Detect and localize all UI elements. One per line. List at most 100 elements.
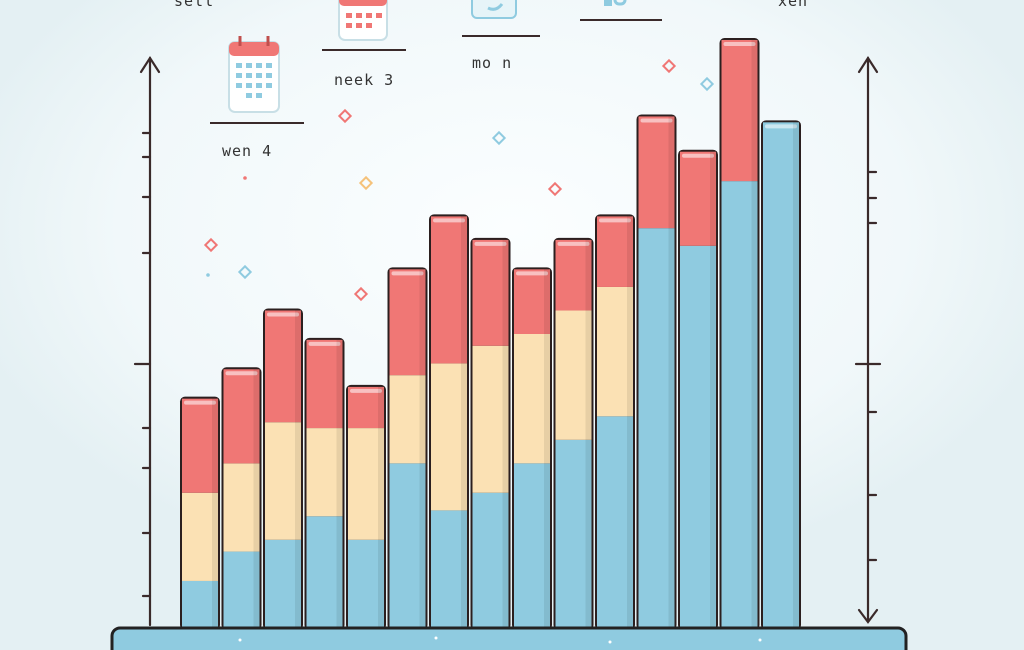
bar-highlight [225, 371, 258, 376]
bar-shade [336, 339, 343, 628]
bar-shade [419, 269, 426, 628]
bar-2-segment-1 [223, 551, 260, 628]
bar-1-segment-1 [182, 580, 218, 628]
bar-3 [263, 308, 303, 630]
bar-highlight [516, 271, 548, 276]
bar-6-segment-3 [389, 269, 426, 376]
bar-highlight [723, 42, 756, 46]
bar-11 [595, 214, 635, 630]
bar-9-segment-3 [514, 269, 550, 334]
bar-5-segment-3 [348, 386, 384, 429]
bar-13 [678, 149, 718, 630]
bar-shade [544, 269, 550, 628]
bar-3-segment-1 [265, 539, 301, 628]
bar-10 [553, 237, 594, 631]
bar-15-segment-1 [763, 122, 799, 628]
bar-7 [429, 214, 469, 630]
bar-2 [221, 367, 262, 630]
bar-8 [470, 237, 511, 631]
annotation-label: xeh [778, 0, 808, 10]
bar-shade [627, 216, 633, 628]
bar-1-segment-2 [182, 492, 218, 581]
bar-highlight [640, 118, 673, 123]
bar-9 [512, 267, 552, 630]
bar-6 [387, 267, 428, 630]
bar-2-segment-2 [223, 463, 260, 552]
annotation-label: wen 4 [222, 142, 272, 160]
bar-12-segment-3 [638, 116, 675, 229]
sparkles [203, 58, 715, 302]
bar-14-segment-3 [721, 40, 758, 182]
bar-highlight [433, 218, 465, 223]
chart-base [110, 626, 908, 650]
bar-highlight [391, 271, 424, 276]
bar-9-segment-2 [514, 334, 550, 464]
calendar-icon [338, 0, 388, 41]
bar-3-segment-2 [265, 422, 301, 540]
bar-6-segment-2 [389, 375, 426, 464]
calendar-icon [228, 36, 280, 113]
bar-shade [751, 40, 758, 628]
bar-3-segment-3 [265, 310, 301, 423]
bar-9-segment-1 [514, 463, 550, 628]
bar-7-segment-1 [431, 510, 467, 628]
bar-shade [212, 398, 218, 628]
bar-7-segment-2 [431, 363, 467, 511]
bar-shade [253, 369, 260, 628]
bar-highlight [682, 153, 714, 158]
y-axis-left [133, 55, 161, 627]
bar-7-segment-3 [431, 216, 467, 364]
bar-2-segment-3 [223, 369, 260, 464]
bar-8-segment-3 [472, 239, 509, 346]
bar-shade [378, 386, 384, 628]
bar-5-segment-2 [348, 428, 384, 540]
bar-4-segment-2 [306, 428, 343, 517]
bar-highlight [308, 341, 341, 346]
bar-shade [793, 122, 799, 628]
bar-11-segment-2 [597, 286, 633, 417]
bar-13-segment-3 [680, 151, 716, 246]
bar-4-segment-1 [306, 516, 343, 628]
bar-12 [636, 114, 677, 630]
bar-14 [719, 38, 760, 630]
bar-shade [668, 116, 675, 628]
bar-5-segment-1 [348, 539, 384, 628]
bar-10-segment-1 [555, 439, 592, 628]
bar-10-segment-3 [555, 239, 592, 311]
bar-shade [585, 239, 592, 629]
bar-highlight [557, 241, 590, 246]
bar-13-segment-1 [680, 245, 716, 629]
bar-highlight [765, 124, 797, 129]
bar-shade [710, 151, 716, 628]
bar-highlight [184, 400, 216, 405]
bar-11-segment-3 [597, 216, 633, 287]
bar-shade [295, 310, 301, 628]
bar-highlight [267, 312, 299, 317]
bar-1-segment-3 [182, 398, 218, 493]
bar-4-segment-3 [306, 339, 343, 429]
bar-5 [346, 384, 386, 630]
bar-11-segment-1 [597, 416, 633, 628]
bar-10-segment-2 [555, 310, 592, 440]
bars-group [180, 38, 801, 631]
bar-highlight [599, 218, 631, 223]
bar-14-segment-1 [721, 181, 758, 628]
bar-4 [304, 337, 345, 630]
bar-highlight [350, 388, 382, 393]
bar-highlight [474, 241, 507, 246]
annotation-label: sell [174, 0, 214, 10]
annotation-label: neek 3 [334, 71, 394, 89]
clock-icon [471, 0, 517, 19]
bar-12-segment-1 [638, 228, 675, 628]
bar-6-segment-1 [389, 463, 426, 628]
bar-shade [461, 216, 467, 628]
bar-chart-icon [604, 0, 627, 6]
bar-1 [180, 396, 220, 630]
bar-8-segment-2 [472, 345, 509, 493]
bar-15 [761, 120, 801, 630]
annotation-label: mo n [472, 54, 512, 72]
bar-shade [502, 239, 509, 629]
bar-8-segment-1 [472, 492, 509, 628]
y-axis-right [854, 55, 882, 624]
